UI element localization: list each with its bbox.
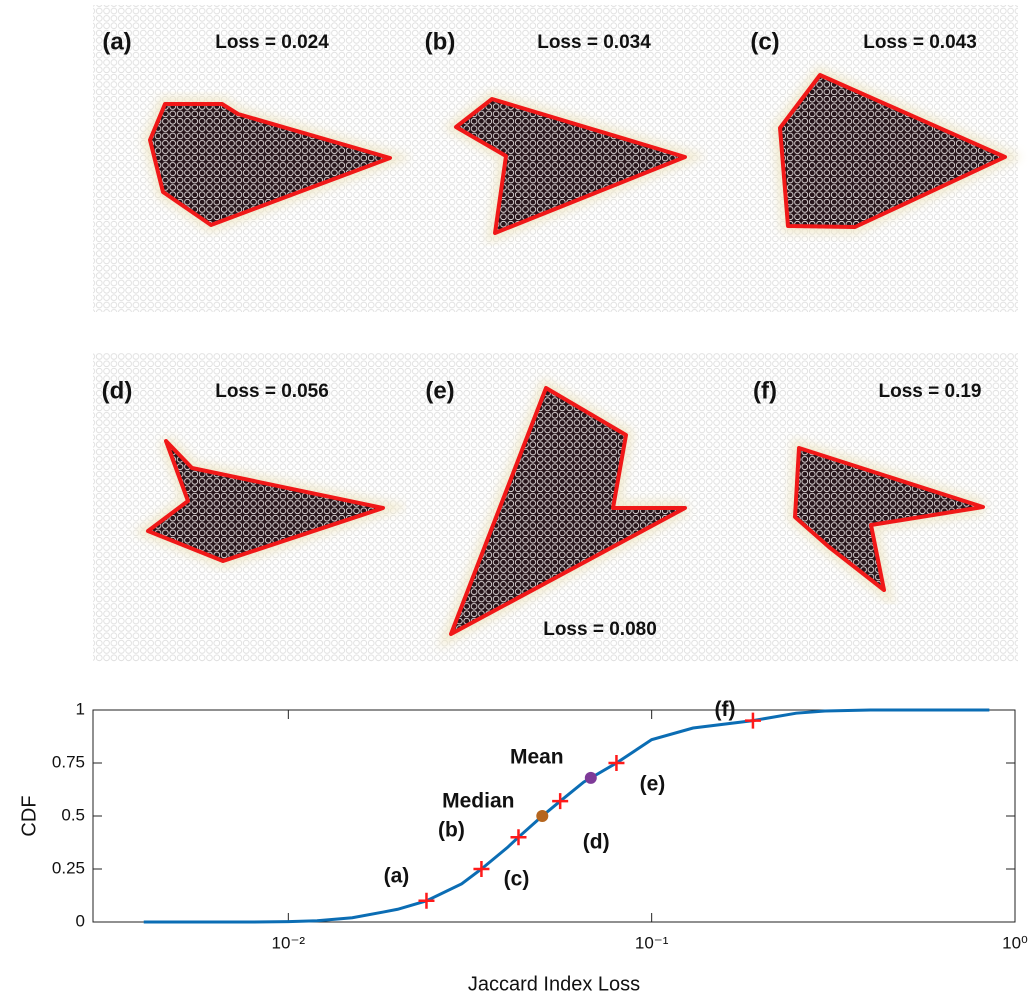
x-tick-label: 10⁻¹ [635, 933, 669, 952]
y-tick-label: 1 [76, 699, 85, 718]
y-axis-label: CDF [18, 795, 40, 836]
panel-label: (c) [750, 28, 779, 55]
sample-marker [608, 755, 624, 771]
sample-marker [418, 893, 434, 909]
panel-label: (d) [102, 377, 133, 404]
cdf-plot: 0 0.25 0.5 0.75 1 10⁻² 10⁻¹ 10⁰ Jaccard Index Lo… [18, 698, 1028, 995]
panel-label: (f) [753, 377, 777, 404]
loss-label: Loss = 0.024 [215, 32, 329, 53]
plot-frame [93, 710, 1015, 922]
stat-label: Mean [510, 745, 564, 768]
y-tick-label: 0.25 [52, 858, 85, 877]
loss-label: Loss = 0.034 [537, 32, 651, 53]
stat-point [536, 810, 548, 822]
panel-label: (a) [102, 28, 131, 55]
figure: (a) Loss = 0.024 (b) Loss = 0.034 (c) Loss = … [0, 0, 1033, 999]
sample-label: (c) [504, 868, 530, 891]
sample-label: (e) [640, 773, 666, 796]
sample-label: (f) [714, 698, 735, 721]
loss-label: Loss = 0.080 [543, 619, 657, 640]
y-tick-label: 0 [76, 911, 85, 930]
x-axis-label: Jaccard Index Loss [468, 973, 640, 995]
panel-label: (e) [425, 377, 454, 404]
sample-label: (a) [384, 864, 410, 887]
stat-point [585, 772, 597, 784]
panel-label: (b) [425, 28, 456, 55]
y-tick-label: 0.5 [61, 805, 85, 824]
y-tick-label: 0.75 [52, 752, 85, 771]
loss-label: Loss = 0.056 [215, 381, 329, 402]
shapes: (a) Loss = 0.024 (b) Loss = 0.034 (c) Loss = … [102, 28, 1005, 640]
sample-label: (b) [438, 819, 465, 842]
sample-marker [745, 713, 761, 729]
x-tick-label: 10⁻² [272, 933, 306, 952]
stat-label: Median [442, 790, 514, 813]
sample-label: (d) [583, 831, 610, 854]
x-tick-label: 10⁰ [1002, 933, 1028, 952]
loss-label: Loss = 0.19 [879, 381, 982, 402]
loss-label: Loss = 0.043 [863, 32, 977, 53]
cdf-line [144, 710, 990, 922]
